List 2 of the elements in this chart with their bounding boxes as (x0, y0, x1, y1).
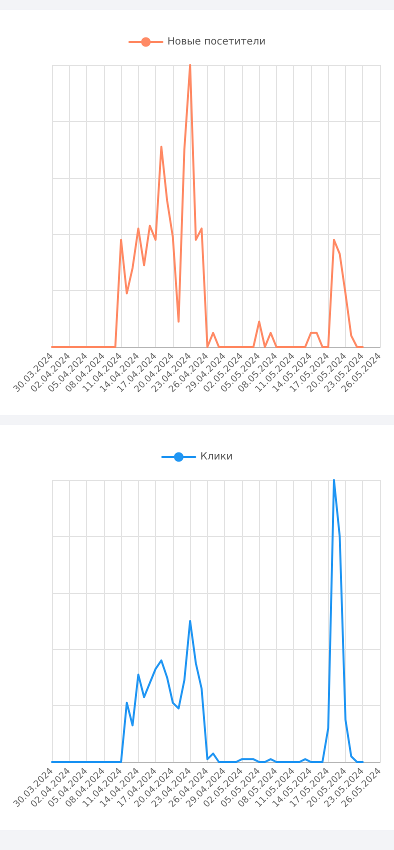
legend-label: Клики (200, 452, 233, 462)
legend-label: Новые посетители (167, 36, 266, 48)
